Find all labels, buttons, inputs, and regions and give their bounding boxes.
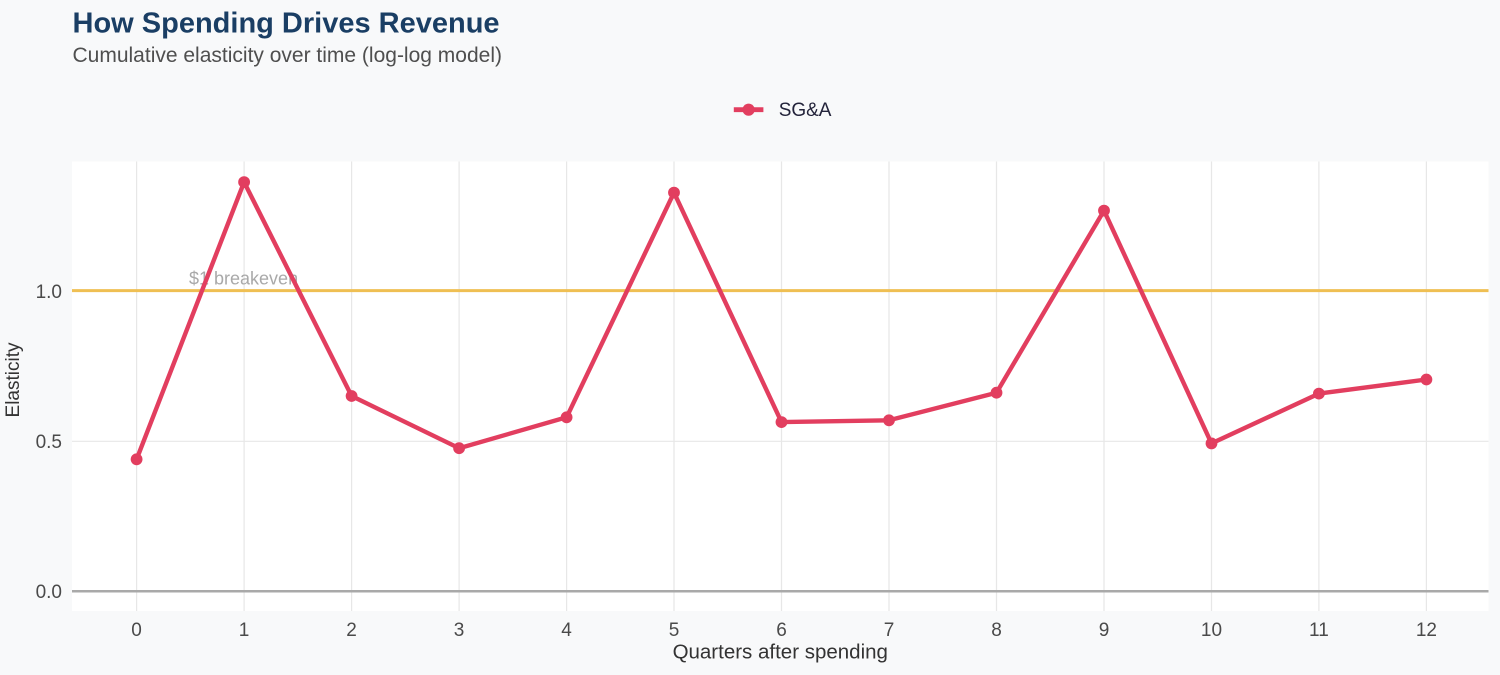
svg-text:4: 4 xyxy=(561,620,572,641)
svg-text:6: 6 xyxy=(776,620,787,641)
svg-text:1.0: 1.0 xyxy=(36,282,62,303)
svg-text:0.5: 0.5 xyxy=(36,432,62,453)
svg-text:0: 0 xyxy=(131,620,142,641)
svg-text:10: 10 xyxy=(1201,620,1222,641)
svg-text:How Spending Drives Revenue: How Spending Drives Revenue xyxy=(73,8,500,40)
svg-text:Quarters after spending: Quarters after spending xyxy=(673,641,888,664)
svg-text:SG&A: SG&A xyxy=(779,100,832,121)
svg-text:9: 9 xyxy=(1099,620,1110,641)
svg-text:8: 8 xyxy=(991,620,1002,641)
svg-text:11: 11 xyxy=(1309,620,1329,641)
svg-text:3: 3 xyxy=(454,620,465,641)
svg-text:Cumulative elasticity over tim: Cumulative elasticity over time (log-log… xyxy=(73,44,503,67)
svg-text:12: 12 xyxy=(1416,620,1437,641)
svg-text:7: 7 xyxy=(884,620,895,641)
svg-text:$1 breakeven: $1 breakeven xyxy=(189,269,298,289)
svg-text:5: 5 xyxy=(669,620,680,641)
svg-text:2: 2 xyxy=(346,620,357,641)
svg-text:0.0: 0.0 xyxy=(36,582,62,603)
svg-text:1: 1 xyxy=(239,620,250,641)
svg-text:Elasticity: Elasticity xyxy=(3,342,24,417)
